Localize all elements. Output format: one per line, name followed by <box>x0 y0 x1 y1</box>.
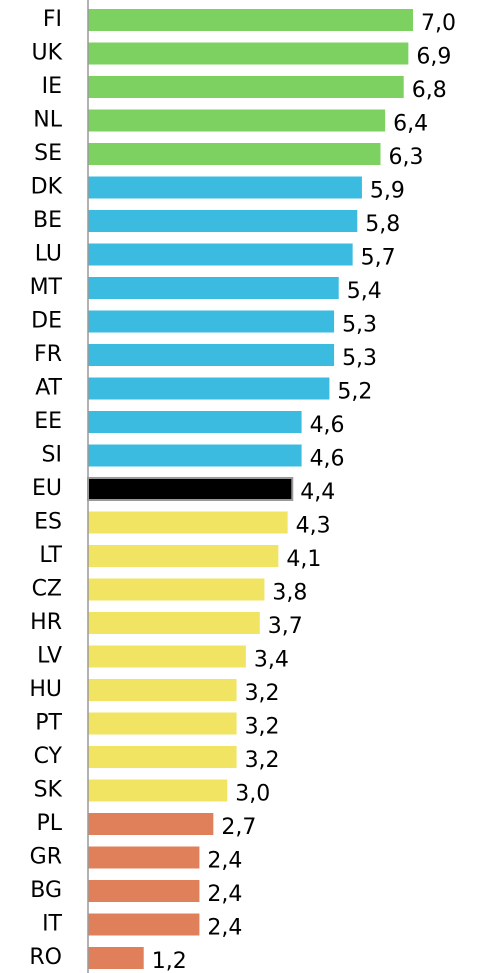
bar <box>88 444 302 467</box>
y-tick-label: PL <box>36 811 62 836</box>
y-tick-label: HU <box>29 677 62 702</box>
y-tick-label: HR <box>30 610 62 635</box>
y-tick-label: NL <box>33 108 62 133</box>
y-tick-label: EU <box>32 476 62 501</box>
bar <box>88 545 279 567</box>
y-tick-label: DE <box>31 309 62 334</box>
value-label: 6,9 <box>416 45 451 70</box>
bar <box>88 511 288 534</box>
value-label: 6,3 <box>389 145 424 170</box>
value-label: 3,2 <box>245 748 280 773</box>
value-label: 2,4 <box>207 849 242 874</box>
bar <box>88 645 246 668</box>
y-tick-label: MT <box>30 275 63 300</box>
value-label: 3,2 <box>245 715 280 740</box>
value-label: 1,2 <box>152 949 187 973</box>
y-tick-label: IT <box>42 912 62 937</box>
y-tick-label: FR <box>34 342 62 367</box>
value-label: 5,3 <box>342 313 377 338</box>
y-tick-label: CY <box>34 744 63 769</box>
value-label: 3,2 <box>245 681 280 706</box>
value-label: 5,8 <box>365 212 400 237</box>
y-tick-label: BG <box>30 878 62 903</box>
y-tick-label: SK <box>34 778 63 803</box>
bar <box>88 947 144 969</box>
y-tick-label: GR <box>30 845 62 870</box>
bar <box>88 612 260 634</box>
bar <box>88 578 265 601</box>
value-label: 4,6 <box>310 447 345 472</box>
bar <box>88 109 386 132</box>
bar <box>87 477 294 501</box>
bar <box>88 913 200 936</box>
y-tick-label: DK <box>31 175 63 200</box>
y-tick-label: BE <box>33 208 62 233</box>
y-tick-label: CZ <box>32 577 62 602</box>
bar <box>88 880 200 902</box>
value-label: 6,4 <box>393 112 428 137</box>
bar <box>88 76 404 98</box>
value-label: 4,4 <box>300 480 335 505</box>
value-label: 5,2 <box>337 380 372 405</box>
bar <box>88 746 237 768</box>
bar <box>88 411 302 433</box>
value-label: 4,1 <box>286 547 321 572</box>
bar <box>88 42 409 65</box>
value-label: 4,6 <box>310 413 345 438</box>
bar <box>88 344 335 366</box>
y-tick-label: LT <box>39 543 62 568</box>
y-tick-label: ES <box>34 510 62 535</box>
value-label: 4,3 <box>296 514 331 539</box>
y-tick-label: IE <box>42 74 62 99</box>
bar <box>88 243 353 266</box>
bar <box>88 210 358 232</box>
value-label: 3,4 <box>254 648 289 673</box>
value-label: 5,9 <box>370 179 405 204</box>
value-label: 2,4 <box>207 882 242 907</box>
value-label: 2,4 <box>207 916 242 941</box>
value-label: 6,8 <box>412 78 447 103</box>
bar <box>88 779 228 802</box>
value-label: 2,7 <box>221 815 256 840</box>
bar <box>88 143 381 165</box>
y-tick-label: LU <box>35 242 62 267</box>
value-label: 3,7 <box>268 614 303 639</box>
bar <box>88 377 330 400</box>
bar <box>88 679 237 701</box>
bar <box>88 310 335 333</box>
value-label: 3,8 <box>272 581 307 606</box>
bar <box>88 813 214 835</box>
value-label: 7,0 <box>421 11 456 36</box>
y-tick-label: SE <box>34 141 62 166</box>
bar <box>88 176 362 199</box>
y-tick-label: LV <box>37 644 62 669</box>
value-label: 3,0 <box>235 782 270 807</box>
y-tick-label: EE <box>34 409 62 434</box>
y-tick-label: AT <box>35 376 62 401</box>
bar <box>88 9 413 31</box>
value-label: 5,3 <box>342 346 377 371</box>
y-tick-label: UK <box>31 41 62 66</box>
y-tick-label: FI <box>43 7 62 32</box>
y-tick-label: RO <box>29 945 62 970</box>
bar <box>88 846 200 869</box>
value-label: 5,4 <box>347 279 382 304</box>
y-tick-label: SI <box>42 443 62 468</box>
bar <box>88 277 339 299</box>
y-tick-label: PT <box>35 711 62 736</box>
bar <box>88 712 237 735</box>
value-label: 5,7 <box>361 246 396 271</box>
